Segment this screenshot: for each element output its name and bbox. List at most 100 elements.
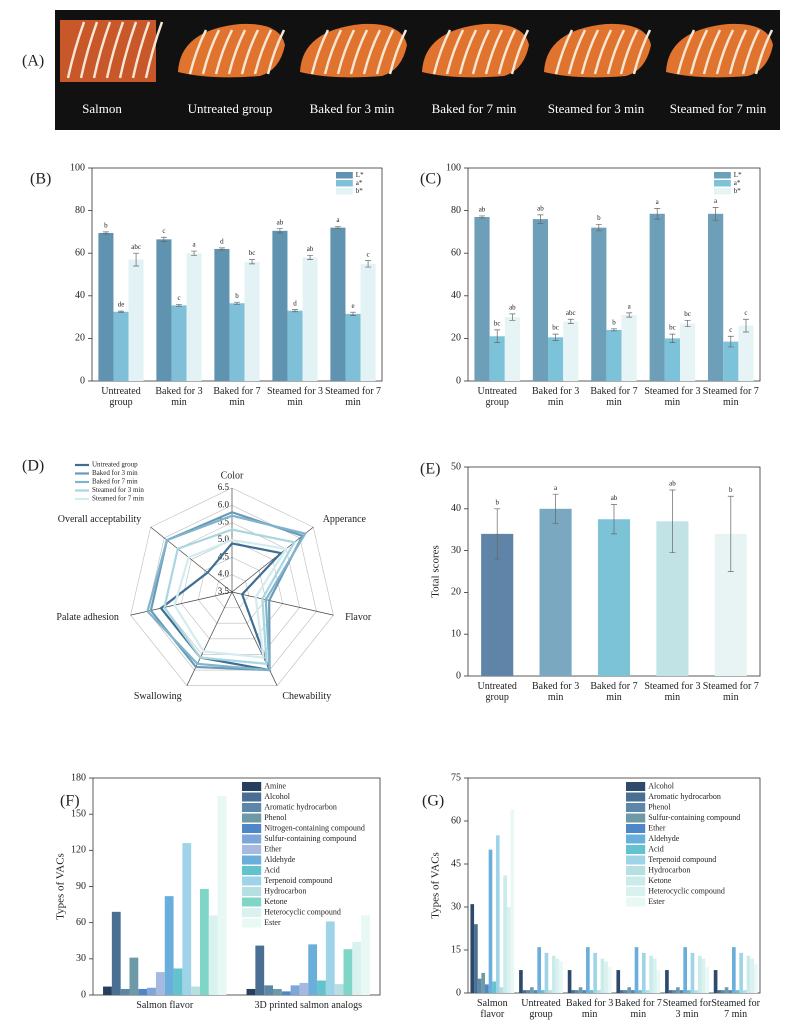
significance-letter: abc — [566, 309, 576, 317]
x-tick-label: 3D printed salmon analogs — [254, 1000, 362, 1011]
bar — [638, 990, 642, 993]
legend-label: a* — [734, 179, 741, 187]
bar — [171, 305, 187, 381]
significance-letter: d — [293, 299, 297, 307]
significance-letter: bc — [249, 249, 256, 257]
legend-label: Baked for 7 min — [92, 478, 138, 486]
legend-swatch — [626, 866, 646, 875]
legend-swatch — [626, 834, 646, 844]
legend-label: Aromatic hydrocarbon — [648, 792, 721, 801]
legend-label: Ether — [648, 824, 666, 833]
axis-label: Color — [221, 470, 244, 481]
bar — [200, 888, 209, 995]
panel-label: (A) — [22, 53, 44, 70]
x-tick-label: Steamed for 3 min — [662, 998, 712, 1020]
bar — [191, 986, 201, 995]
fat-stripe — [632, 29, 652, 75]
legend-label: Hydrocarbon — [648, 866, 690, 875]
y-tick-label: 60 — [76, 917, 86, 928]
error-bar — [654, 208, 661, 220]
x-tick-label: Baked for 7 min — [614, 998, 662, 1020]
bar — [510, 809, 515, 993]
legend-label: Untreated group — [92, 461, 138, 469]
bar — [489, 336, 505, 381]
bar — [697, 955, 702, 993]
radar-spoke — [186, 591, 233, 686]
radar-spoke — [150, 526, 233, 593]
y-tick-label: 40 — [451, 290, 461, 301]
fat-stripe — [567, 29, 587, 75]
significance-letter: ab — [479, 206, 486, 214]
bar — [668, 990, 673, 993]
legend-label: Amine — [264, 782, 286, 791]
y-tick-label: 15 — [451, 944, 461, 955]
legend-swatch — [626, 792, 646, 802]
fat-stripe — [606, 29, 626, 75]
fat-stripe — [676, 29, 696, 75]
error-bar — [292, 309, 298, 313]
fat-stripe — [188, 29, 208, 75]
x-tick-label: Baked for 3 min — [531, 681, 580, 703]
bar — [495, 835, 500, 993]
bar — [255, 945, 265, 995]
error-bar — [234, 301, 240, 305]
legend-label: Sulfur-containing compound — [648, 813, 740, 822]
significance-letter: a — [628, 302, 632, 310]
bar — [244, 261, 260, 381]
bar — [687, 990, 691, 993]
legend-label: Alcohol — [264, 792, 291, 801]
significance-letter: b — [612, 318, 616, 326]
fat-stripe — [741, 29, 761, 75]
error-bar — [118, 310, 124, 313]
bar — [548, 990, 552, 993]
fat-stripe — [349, 29, 369, 75]
bar — [555, 958, 560, 993]
fat-stripe — [66, 21, 86, 79]
x-tick-label: Steamed for 7 min — [702, 386, 759, 408]
bar — [634, 947, 639, 993]
bar — [98, 232, 114, 381]
legend-label: Steamed for 3 min — [92, 486, 144, 494]
bar — [645, 990, 650, 993]
bar — [652, 958, 657, 993]
error-bar — [727, 335, 734, 348]
legend-swatch — [242, 824, 262, 833]
significance-letter: bc — [669, 324, 676, 332]
legend-swatch — [626, 845, 646, 854]
y-tick-label: 180 — [71, 772, 86, 783]
bar — [217, 796, 227, 995]
bar — [290, 985, 300, 995]
error-bar — [479, 215, 486, 219]
y-tick-label: 20 — [451, 587, 461, 598]
error-bar — [669, 489, 676, 554]
x-tick-label: Baked for 7 min — [590, 681, 638, 703]
error-bar — [102, 231, 109, 235]
x-tick-label: Steamed for 7 min — [702, 681, 759, 703]
bar — [147, 987, 156, 995]
panel-label: (F) — [60, 793, 80, 810]
legend-label: b* — [734, 187, 742, 195]
bar — [530, 987, 534, 993]
bar — [586, 947, 590, 993]
bar — [563, 321, 579, 381]
significance-letter: bc — [494, 319, 501, 327]
photo-caption: Baked for 7 min — [432, 101, 517, 116]
error-bar — [494, 508, 501, 560]
fat-stripe — [689, 29, 709, 75]
fat-stripe — [323, 29, 343, 75]
fat-stripe — [253, 29, 273, 75]
bar — [317, 980, 326, 995]
bar — [120, 988, 130, 995]
significance-letter: c — [177, 294, 180, 302]
panel-label: (C) — [420, 171, 441, 188]
bar — [724, 987, 729, 993]
fat-stripe — [266, 29, 286, 75]
legend-swatch — [242, 866, 262, 875]
fat-stripe — [214, 29, 234, 75]
y-tick-label: 0 — [456, 670, 461, 681]
bar — [208, 915, 218, 995]
error-bar — [218, 247, 225, 251]
significance-letter: e — [351, 302, 354, 310]
axis-label: Palate adhesion — [56, 612, 118, 623]
r-tick-label: 4.5 — [218, 551, 230, 561]
